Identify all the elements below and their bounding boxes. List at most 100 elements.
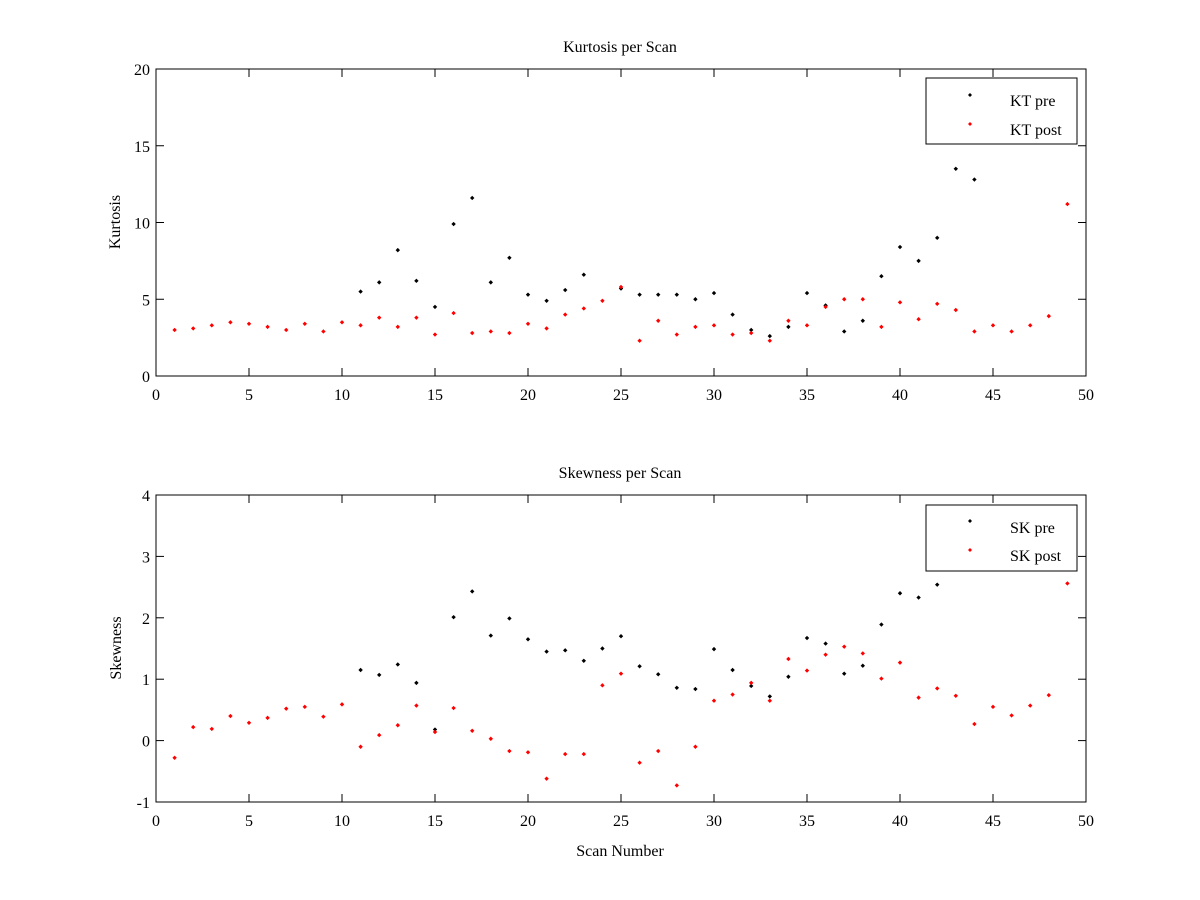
skewness-x-tick-label: 30 [706,813,722,830]
skewness-point-sk-post [823,652,828,657]
skewness-point-sk-post [1009,713,1014,718]
kurtosis-x-tick-label: 25 [613,387,629,404]
skewness-point-sk-post [265,715,270,721]
skewness-point-sk-post [246,720,252,725]
kurtosis-point-kt-post [172,327,177,333]
skewness-legend-label-sk-pre: SK pre [1010,520,1055,537]
skewness-data-points [172,581,1070,788]
skewness-point-sk-pre [637,664,642,669]
skewness-point-sk-pre [470,589,475,594]
kurtosis-point-kt-post [470,330,475,336]
kurtosis-point-kt-pre [860,318,865,323]
kurtosis-point-kt-pre [488,280,493,285]
skewness-point-sk-post [284,706,289,711]
kurtosis-point-kt-pre [470,195,475,201]
kurtosis-point-kt-post [637,338,642,343]
kurtosis-point-kt-post [656,318,661,323]
skewness-y-tick-label: 2 [142,611,150,628]
skewness-legend-label-sk-post: SK post [1010,548,1062,565]
kurtosis-point-kt-pre [377,280,382,285]
kurtosis-point-kt-post [693,324,698,330]
kurtosis-legend: KT pre KT post [925,77,1078,145]
kurtosis-point-kt-post [730,332,735,337]
kurtosis-data-points [172,166,1070,343]
skewness-y-tick-label: 4 [142,488,150,505]
kurtosis-point-kt-post [228,320,233,325]
skewness-point-sk-pre [823,641,828,646]
kurtosis-legend-label-kt-pre: KT pre [1010,93,1055,110]
skewness-y-tick-label: -1 [137,795,150,812]
skewness-point-sk-post [637,760,642,765]
kurtosis-point-kt-pre [637,292,642,297]
kurtosis-axis-ticks: 0 5 10 15 20 25 30 35 40 45 50 0 5 10 15 20 [134,62,1094,404]
skewness-point-sk-post [191,724,196,730]
skewness-point-sk-post [544,776,549,781]
kurtosis-point-kt-post [972,329,977,334]
kurtosis-y-tick-label: 5 [142,292,150,309]
skewness-point-sk-pre [730,667,735,673]
skewness-point-sk-post [395,723,400,728]
skewness-point-sk-post [451,705,456,711]
kurtosis-point-kt-pre [786,324,791,330]
kurtosis-point-kt-post [321,329,326,334]
kurtosis-legend-entry-kt-pre: KT pre [968,93,1055,110]
kurtosis-point-kt-post [525,321,531,327]
kurtosis-point-kt-post [246,321,252,327]
skewness-point-sk-pre [563,648,568,653]
skewness-point-sk-post [804,668,810,673]
skewness-point-sk-pre [711,646,717,652]
skewness-x-tick-label: 40 [892,813,908,830]
kurtosis-point-kt-pre [395,247,400,253]
skewness-point-sk-pre [935,582,940,587]
skewness-point-sk-post [358,744,363,749]
skewness-point-sk-pre [451,614,456,620]
kurtosis-point-kt-pre [693,297,698,302]
kurtosis-point-kt-post [581,306,586,311]
kurtosis-x-tick-label: 20 [520,387,536,404]
kurtosis-x-tick-label: 0 [152,387,160,404]
kurtosis-point-kt-post [1065,201,1070,207]
kurtosis-point-kt-post [842,297,847,302]
skewness-point-sk-post [581,751,586,757]
skewness-point-sk-post [767,698,772,703]
kurtosis-x-tick-label: 45 [985,387,1001,404]
skewness-y-tick-label: 0 [142,734,150,751]
skewness-point-sk-pre [804,635,810,641]
skewness-point-sk-post [172,755,177,760]
kurtosis-point-kt-post [432,332,438,337]
kurtosis-point-kt-post [786,318,791,323]
kurtosis-y-tick-label: 0 [142,369,150,386]
kurtosis-point-kt-post [544,326,549,331]
kurtosis-point-kt-post [302,321,307,327]
kurtosis-point-kt-pre [842,329,847,334]
skewness-x-tick-label: 20 [520,813,536,830]
kurtosis-y-tick-label: 10 [134,216,150,233]
kurtosis-point-kt-pre [730,312,735,317]
skewness-point-sk-post [600,683,605,688]
kurtosis-point-kt-post [897,300,903,305]
kurtosis-point-kt-post [284,327,289,333]
kurtosis-plot-area: 0 5 10 15 20 25 30 35 40 45 50 0 5 10 15 20 [134,62,1094,404]
skewness-point-sk-post [432,729,438,735]
kurtosis-x-tick-label: 40 [892,387,908,404]
kurtosis-legend-marker-kt-pre [968,93,972,97]
kurtosis-chart-title: Kurtosis per Scan [563,39,677,56]
kurtosis-point-kt-pre [711,290,717,296]
kurtosis-x-tick-label: 5 [245,387,253,404]
skewness-point-sk-pre [414,680,419,686]
kurtosis-point-kt-post [990,323,996,328]
kurtosis-legend-marker-kt-post [968,122,972,126]
kurtosis-point-kt-post [209,323,214,328]
skewness-point-sk-pre [693,686,698,692]
skewness-point-sk-post [972,721,977,727]
kurtosis-point-kt-pre [432,304,438,310]
skewness-point-sk-post [935,686,940,691]
skewness-point-sk-post [730,692,735,697]
skewness-point-sk-post [228,713,233,719]
skewness-point-sk-post [321,714,326,719]
kurtosis-point-kt-post [935,301,940,307]
kurtosis-point-kt-pre [414,278,419,284]
